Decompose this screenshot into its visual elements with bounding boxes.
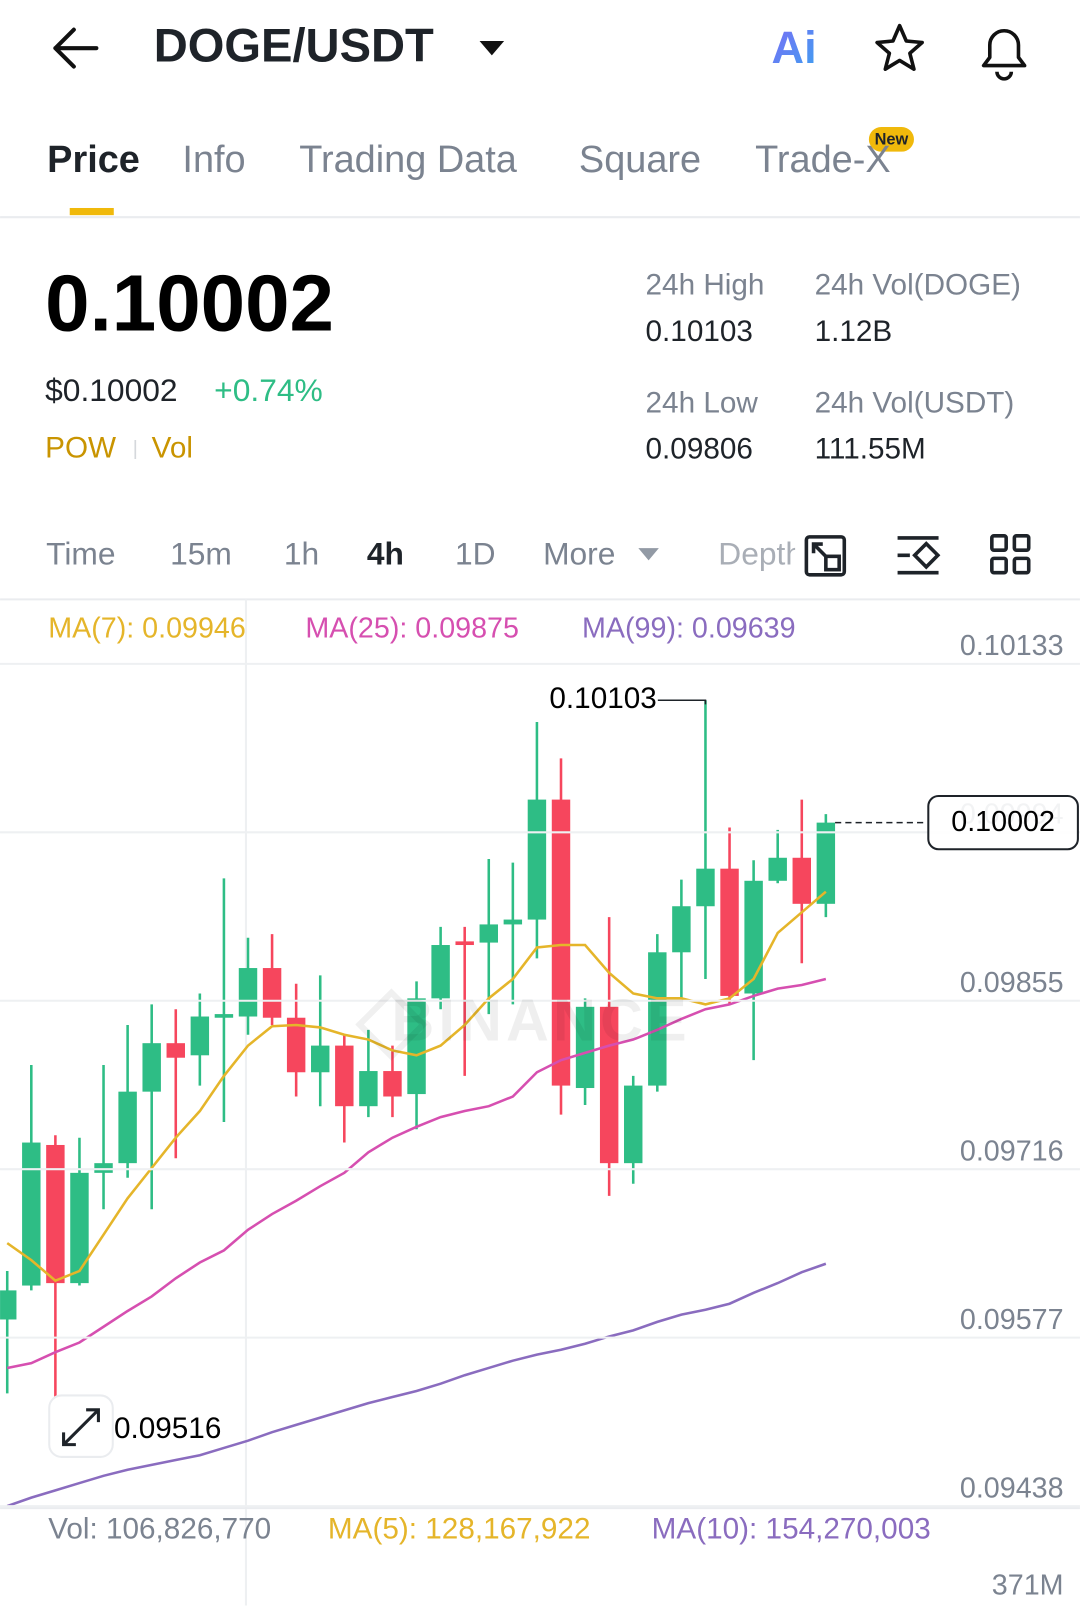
- volume-label: MA(5): 128,167,922: [328, 1513, 591, 1546]
- volume-tick-label: 371M: [992, 1570, 1064, 1602]
- candle-body: [407, 998, 426, 1095]
- expand-icon: [62, 1408, 100, 1447]
- candle-body: [286, 1017, 306, 1073]
- stat-value: 1.12B: [815, 315, 893, 348]
- y-tick-label: 0.09577: [960, 1304, 1064, 1336]
- interval[interactable]: 1D: [455, 536, 496, 572]
- candle-body: [792, 857, 811, 904]
- candle-body: [262, 968, 282, 1018]
- ma-line: [6, 977, 827, 1370]
- new-badge: New: [875, 131, 909, 149]
- candle-body: [118, 1091, 137, 1164]
- stat-label: 24h Low: [646, 387, 759, 420]
- new-badge-bg: [868, 127, 914, 152]
- tag: POW: [45, 432, 116, 465]
- candle-body: [166, 1043, 185, 1058]
- volume-label: Vol: 106,826,770: [48, 1513, 271, 1546]
- last-price: 0.10002: [45, 259, 334, 348]
- candle-body: [190, 1016, 210, 1056]
- ma-label: MA(7): 0.09946: [48, 613, 246, 645]
- volume-label: MA(10): 154,270,003: [652, 1513, 931, 1546]
- tag: Vol: [152, 432, 193, 465]
- candle-body: [311, 1045, 330, 1073]
- candle-body: [551, 799, 571, 1086]
- candle-body: [431, 945, 450, 999]
- favorite-button[interactable]: [875, 23, 924, 71]
- tab[interactable]: Trading Data: [299, 139, 518, 181]
- candle-body: [648, 952, 667, 1086]
- candle-body: [70, 1172, 89, 1284]
- stat-value: 0.09806: [646, 433, 753, 466]
- candle-body: [22, 1142, 41, 1286]
- back-button[interactable]: [53, 27, 99, 69]
- y-tick-label: 0.09855: [960, 967, 1064, 999]
- y-tick-label: 0.09438: [960, 1472, 1064, 1504]
- candle-body: [479, 924, 498, 943]
- candle-body: [575, 1006, 595, 1089]
- layout-icon[interactable]: [990, 534, 1031, 575]
- stat-label: 24h Vol(USDT): [815, 387, 1015, 420]
- watermark: BINANCE: [391, 986, 690, 1053]
- interval[interactable]: More: [543, 536, 615, 572]
- candle-body: [335, 1045, 354, 1107]
- indicator-icon[interactable]: [897, 536, 941, 575]
- last-price-box: [927, 794, 1079, 851]
- candle-body: [238, 968, 258, 1017]
- candle-body: [696, 868, 715, 907]
- candle-body: [527, 799, 547, 920]
- ai-button[interactable]: Ai: [772, 22, 817, 73]
- candle-body: [672, 906, 691, 953]
- interval[interactable]: Depth: [718, 536, 803, 572]
- ma-label: MA(99): 0.09639: [582, 613, 796, 645]
- tab[interactable]: Price: [47, 139, 140, 181]
- candle-body: [46, 1144, 65, 1284]
- fullscreen-icon[interactable]: [804, 535, 847, 577]
- candle-body: [816, 822, 836, 904]
- interval[interactable]: 4h: [367, 536, 404, 572]
- candle-body: [720, 868, 739, 996]
- tab[interactable]: Trade-X: [755, 139, 890, 181]
- usd-price: $0.10002: [45, 372, 177, 408]
- high-label: 0.10103: [549, 682, 656, 715]
- stat-value: 0.10103: [646, 315, 753, 348]
- y-tick-label: 0.10133: [960, 630, 1064, 662]
- pair-dropdown[interactable]: [479, 40, 505, 56]
- candle-body: [214, 1014, 234, 1018]
- last-price-label: 0.10002: [951, 806, 1055, 838]
- candle-body: [94, 1163, 113, 1173]
- tab[interactable]: Info: [182, 139, 245, 181]
- ma-label: MA(25): 0.09875: [305, 613, 519, 645]
- candle-body: [142, 1043, 161, 1092]
- candle-body: [744, 880, 763, 994]
- high-pointer: [657, 699, 707, 705]
- interval[interactable]: Time: [46, 536, 115, 572]
- stat-label: 24h High: [646, 269, 765, 302]
- watermark-logo: [355, 988, 428, 1061]
- candle-body: [0, 1290, 17, 1320]
- plot: [0, 700, 836, 1507]
- candle-body: [503, 919, 523, 925]
- ma-line: [6, 1262, 827, 1507]
- stat-value: 111.55M: [815, 433, 926, 466]
- more-dropdown[interactable]: [638, 548, 659, 561]
- y-tick-label: 0.09716: [960, 1135, 1064, 1167]
- tab-indicator: [69, 207, 114, 216]
- tab[interactable]: Square: [579, 139, 701, 181]
- price-change: +0.74%: [214, 372, 323, 408]
- candle-body: [383, 1071, 402, 1097]
- candle-body: [455, 941, 474, 946]
- interval[interactable]: 1h: [284, 536, 319, 572]
- tag-separator: |: [133, 437, 138, 460]
- interval[interactable]: 15m: [170, 536, 232, 572]
- pair-title: DOGE/USDT: [154, 19, 434, 72]
- candle-body: [624, 1085, 643, 1164]
- stat-label: 24h Vol(DOGE): [815, 269, 1021, 302]
- candle-body: [359, 1071, 378, 1107]
- low-label: 0.09516: [114, 1412, 221, 1445]
- candle-body: [768, 857, 787, 881]
- alert-button[interactable]: [981, 29, 1027, 81]
